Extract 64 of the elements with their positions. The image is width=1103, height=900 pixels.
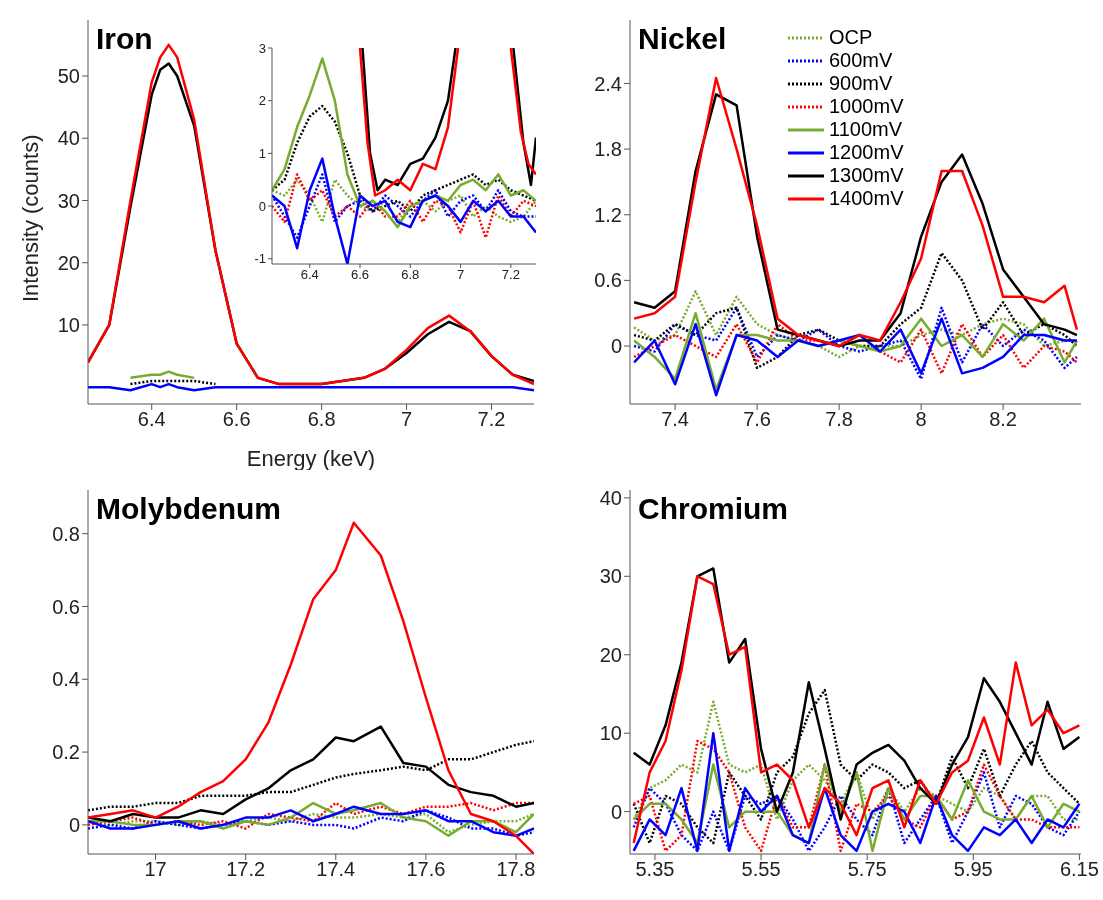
y-tick-label: 20 xyxy=(57,251,80,274)
x-axis-title: Energy (keV) xyxy=(246,446,376,471)
y-tick-label: 0 xyxy=(610,335,622,358)
y-tick-label: 0.2 xyxy=(52,741,80,764)
y-tick-label: 20 xyxy=(599,643,622,666)
y-tick-label: 0 xyxy=(68,813,80,836)
y-tick-label: 40 xyxy=(599,486,622,509)
x-tick-label: 8.2 xyxy=(989,408,1018,431)
x-tick-label: 17.4 xyxy=(316,858,356,881)
x-tick-label: 6.4 xyxy=(137,408,166,431)
y-tick-label: 2.4 xyxy=(594,72,622,95)
x-tick-label: 7.2 xyxy=(477,408,506,431)
x-tick-label: 6.6 xyxy=(222,408,251,431)
y-tick-label: 2 xyxy=(258,93,266,109)
y-tick-label: 0.6 xyxy=(594,269,622,292)
x-tick-label: 7.4 xyxy=(661,408,690,431)
y-tick-label: 0.6 xyxy=(52,595,80,618)
x-tick-label: 17.2 xyxy=(226,858,266,881)
x-tick-label: 7 xyxy=(456,267,465,283)
x-tick-label: 5.35 xyxy=(635,858,675,881)
chart-title: Chromium xyxy=(638,492,788,526)
x-tick-label: 5.95 xyxy=(953,858,993,881)
y-tick-label: -1 xyxy=(254,251,266,267)
chart-title: Nickel xyxy=(638,22,727,56)
chart-title: Molybdenum xyxy=(96,492,281,526)
x-tick-label: 17 xyxy=(144,858,167,881)
x-tick-label: 7.6 xyxy=(743,408,772,431)
legend-label: 1100mV xyxy=(829,118,903,141)
y-tick-label: 1.2 xyxy=(594,203,622,226)
legend-label: OCP xyxy=(829,26,873,49)
x-tick-label: 7.2 xyxy=(501,267,520,283)
chart-title: Iron xyxy=(96,22,153,56)
y-tick-label: 1 xyxy=(258,145,266,161)
y-tick-label: 10 xyxy=(57,314,80,337)
y-axis-title: Intensity (counts) xyxy=(17,134,43,302)
x-tick-label: 7.8 xyxy=(825,408,854,431)
x-tick-label: 6.4 xyxy=(300,267,319,283)
y-tick-label: 50 xyxy=(57,65,80,88)
y-tick-label: 10 xyxy=(599,722,622,745)
x-tick-label: 6.8 xyxy=(307,408,336,431)
y-tick-label: 40 xyxy=(57,127,80,150)
legend-label: 600mV xyxy=(829,49,893,72)
y-tick-label: 0 xyxy=(610,800,622,823)
x-tick-label: 5.75 xyxy=(847,858,887,881)
x-tick-label: 6.6 xyxy=(350,267,370,283)
x-tick-label: 17.6 xyxy=(406,858,446,881)
legend-label: 1000mV xyxy=(829,95,904,118)
x-tick-label: 7 xyxy=(401,408,413,431)
y-tick-label: 0 xyxy=(258,198,266,214)
x-tick-label: 6.8 xyxy=(401,267,420,283)
legend-label: 900mV xyxy=(829,72,893,95)
x-tick-label: 6.15 xyxy=(1059,858,1099,881)
y-tick-label: 0.4 xyxy=(52,668,80,691)
y-tick-label: 1.8 xyxy=(594,138,622,161)
x-tick-label: 5.55 xyxy=(741,858,781,881)
x-tick-label: 8 xyxy=(915,408,927,431)
legend-label: 1400mV xyxy=(829,187,904,210)
y-tick-label: 3 xyxy=(258,40,266,56)
legend-label: 1200mV xyxy=(829,141,904,164)
y-tick-label: 30 xyxy=(599,565,622,588)
y-tick-label: 0.8 xyxy=(52,522,80,545)
y-tick-label: 30 xyxy=(57,189,80,212)
legend-label: 1300mV xyxy=(829,164,904,187)
x-tick-label: 17.8 xyxy=(496,858,536,881)
